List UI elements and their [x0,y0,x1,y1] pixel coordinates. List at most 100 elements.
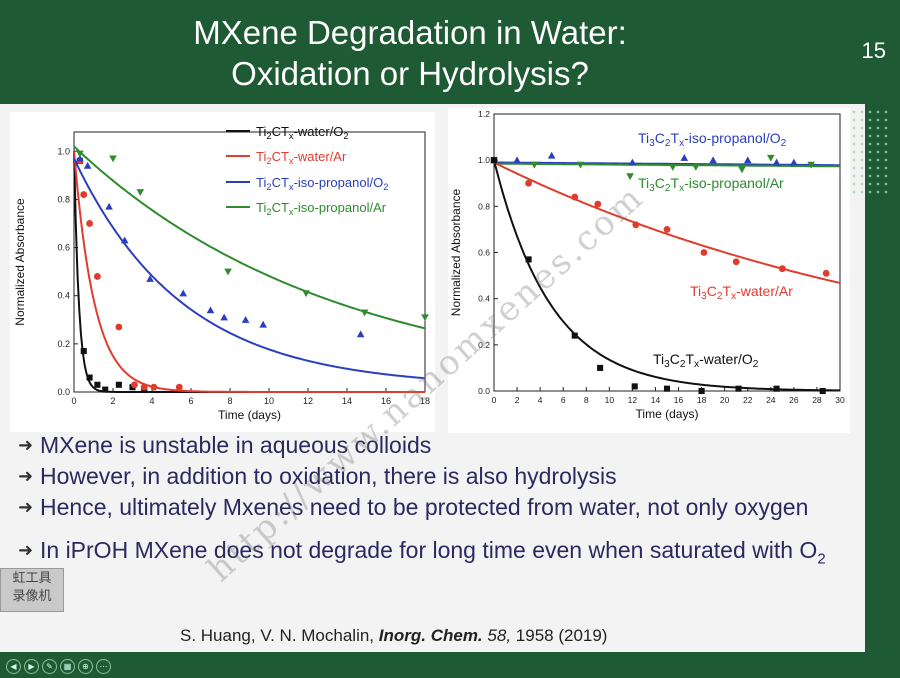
x-tick-label: 6 [561,395,566,405]
data-point [302,290,310,298]
data-point [525,256,532,263]
data-point [807,161,815,169]
data-point [576,161,585,169]
y-tick-label: 0.6 [478,248,490,258]
data-point [356,330,365,338]
slides-overview-icon[interactable]: ▦ [60,659,75,674]
legend-label: Ti2CTx-water/Ar [256,149,347,166]
x-tick-label: 10 [605,395,615,405]
data-point [594,200,602,208]
y-axis-label: Normalized Absorbance [449,188,463,316]
data-point [86,220,94,227]
y-tick-label: 0.0 [57,387,70,397]
data-point [790,158,798,166]
bullet-item: ➜ Hence, ultimately Mxenes need to be pro… [18,492,863,523]
data-point [220,313,228,321]
data-point [115,381,122,388]
x-tick-label: 18 [697,395,707,405]
data-point [735,385,742,392]
data-point [698,387,705,395]
data-point [668,164,677,171]
data-point [819,387,826,395]
citation-pages-year: 1958 (2019) [515,626,608,645]
data-point [709,156,717,164]
data-point [86,374,93,381]
y-tick-label: 1.0 [478,155,490,165]
chart-ti3c2tx: 0 2 4 6 8 10 12 14 16 18 20 22 24 26 28 30 0.0 0.2 0.4 0.6 0… [448,108,850,433]
next-slide-button[interactable]: ▶ [24,659,39,674]
data-point [530,161,539,169]
data-point [778,265,786,273]
data-point [105,202,113,210]
bullet-text: Hence, ultimately Mxenes need to be prot… [40,494,809,520]
data-point [680,154,689,161]
legend-label: Ti3C2Tx-iso-propanol/O2 [638,130,787,149]
plot-frame [73,131,426,393]
zoom-icon[interactable]: ⊕ [78,659,93,674]
data-point [80,191,88,199]
x-tick-label: 6 [188,396,193,406]
y-tick-label: 0.8 [478,201,490,211]
bullet-arrow-icon: ➜ [18,497,34,517]
chart-ti3c2tx-svg: 0 2 4 6 8 10 12 14 16 18 20 22 24 26 28 300.00.20.40.60… [449,109,845,421]
bullet-text: In iPrOH MXene does not degrade for long… [40,537,818,563]
bullet-text: However, in addition to oxidation, there… [40,463,617,489]
data-point [692,164,700,171]
x-tick-label: 14 [651,395,661,405]
legend-label: Ti3C2Tx-iso-propanol/Ar [638,175,784,194]
bullet-item: ➜ MXene is unstable in aqueous colloids [18,430,863,461]
slide-number: 15 [861,38,886,63]
fit-curve [494,162,840,168]
data-point [571,332,578,339]
chart-ti2ctx: 0 2 4 6 8 10 12 14 16 18 0.0 0.2 0.4 0.6 0.8 1.0 Time (d… [10,112,435,432]
data-point [131,381,138,389]
data-point [597,364,604,371]
plot-frame [493,113,841,392]
data-point [360,309,369,317]
data-point [773,385,780,392]
x-tick-label: 14 [342,396,352,406]
data-point [663,385,671,392]
y-axis-label: Normalized Absorbance [13,198,27,326]
x-tick-label: 18 [420,396,430,406]
x-tick-label: 2 [515,395,520,405]
y-tick-label: 1.0 [57,146,70,156]
x-tick-label: 4 [538,395,543,405]
data-point [421,314,429,322]
pen-tool-icon[interactable]: ✎ [42,659,57,674]
y-tick-label: 0.8 [57,194,70,204]
citation: S. Huang, V. N. Mochalin, Inorg. Chem. 5… [180,626,607,646]
bullet-subscript: 2 [817,550,826,568]
x-axis-label: Time (days) [218,408,281,422]
more-options-icon[interactable]: ⋯ [96,659,111,674]
recorder-logo-text: 虹工具 [12,570,52,585]
decorative-dot-grid [842,108,892,198]
bullet-list: ➜ MXene is unstable in aqueous colloids ➜… [18,430,863,575]
bullet-arrow-icon: ➜ [18,540,34,560]
data-point [626,173,634,181]
chart-ti2ctx-svg: 0 2 4 6 8 10 12 14 16 18 0.0 0.2 0.4 0.6 0.8 1.0 Time (d… [13,124,430,422]
data-point [700,249,708,256]
data-point [743,156,752,164]
legend-label: Ti2CTx-water/O2 [256,124,349,141]
data-point [767,154,775,162]
bullet-arrow-icon: ➜ [18,466,34,486]
x-tick-label: 12 [628,395,638,405]
previous-slide-button[interactable]: ◀ [6,659,21,674]
data-point [120,236,129,244]
data-point [241,315,250,323]
fit-curve [493,159,840,392]
data-point [109,155,117,163]
data-point [738,166,746,174]
data-point [102,386,109,393]
x-tick-label: 10 [264,396,274,406]
x-tick-label: 2 [110,396,115,406]
bullet-text: MXene is unstable in aqueous colloids [40,432,432,458]
data-point [547,151,556,159]
data-point [175,383,183,391]
data-point [525,179,533,187]
data-point [224,268,232,276]
x-tick-label: 12 [303,396,313,406]
y-tick-label: 1.2 [478,109,490,119]
y-tick-label: 0.6 [57,243,70,253]
